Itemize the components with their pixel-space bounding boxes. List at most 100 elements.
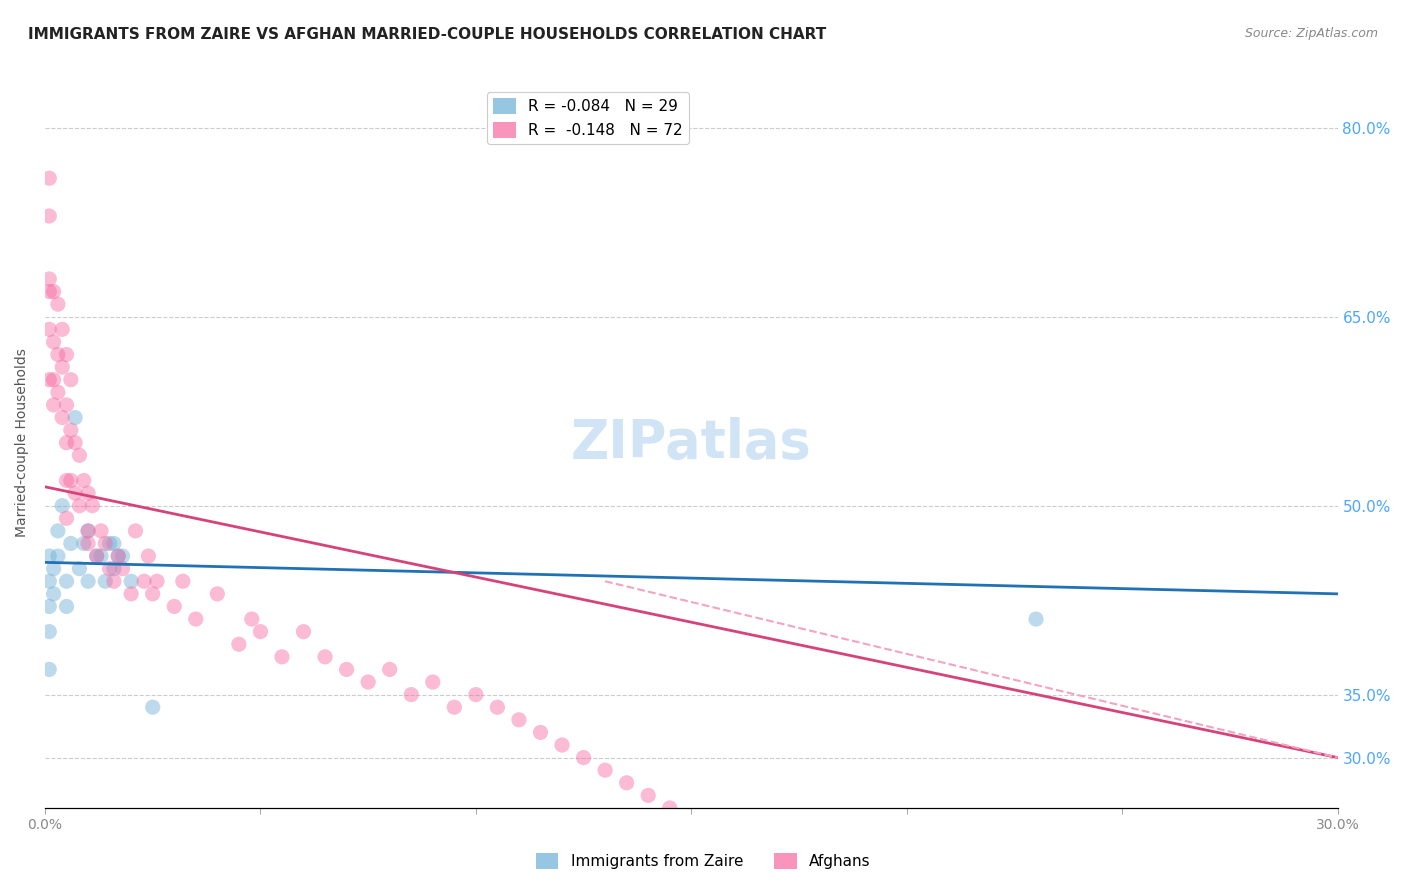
Text: ZIPatlas: ZIPatlas: [571, 417, 811, 468]
Point: [51, 360, 73, 375]
Point: [42, 334, 65, 349]
Point: [464, 688, 486, 702]
Point: [107, 549, 129, 563]
Point: [42, 398, 65, 412]
Point: [42, 285, 65, 299]
Point: [55, 574, 77, 589]
Point: [124, 524, 146, 538]
Point: [46, 549, 69, 563]
Point: [94, 536, 117, 550]
Point: [593, 763, 616, 777]
Point: [142, 700, 165, 714]
Point: [616, 776, 638, 790]
Point: [59, 423, 82, 437]
Point: [172, 574, 194, 589]
Point: [46, 385, 69, 400]
Point: [46, 297, 69, 311]
Point: [98, 536, 121, 550]
Point: [69, 448, 91, 462]
Point: [551, 738, 574, 752]
Point: [38, 549, 60, 563]
Point: [107, 549, 129, 563]
Point: [55, 398, 77, 412]
Point: [82, 499, 104, 513]
Point: [120, 587, 142, 601]
Y-axis label: Married-couple Households: Married-couple Households: [15, 348, 30, 537]
Point: [55, 435, 77, 450]
Point: [508, 713, 530, 727]
Point: [73, 474, 96, 488]
Legend: R = -0.084   N = 29, R =  -0.148   N = 72: R = -0.084 N = 29, R = -0.148 N = 72: [486, 93, 689, 145]
Point: [55, 599, 77, 614]
Text: Source: ZipAtlas.com: Source: ZipAtlas.com: [1244, 27, 1378, 40]
Point: [228, 637, 250, 651]
Point: [399, 688, 422, 702]
Point: [63, 486, 86, 500]
Point: [1025, 612, 1047, 626]
Point: [42, 373, 65, 387]
Legend: Immigrants from Zaire, Afghans: Immigrants from Zaire, Afghans: [530, 847, 876, 875]
Point: [86, 549, 108, 563]
Point: [63, 435, 86, 450]
Point: [38, 272, 60, 286]
Point: [77, 486, 100, 500]
Point: [42, 587, 65, 601]
Point: [378, 662, 401, 676]
Point: [55, 511, 77, 525]
Point: [59, 373, 82, 387]
Point: [77, 524, 100, 538]
Point: [486, 700, 509, 714]
Point: [572, 750, 595, 764]
Point: [38, 624, 60, 639]
Point: [90, 549, 112, 563]
Point: [59, 536, 82, 550]
Point: [529, 725, 551, 739]
Point: [163, 599, 186, 614]
Point: [336, 662, 359, 676]
Point: [69, 499, 91, 513]
Point: [46, 524, 69, 538]
Point: [46, 347, 69, 361]
Point: [249, 624, 271, 639]
Text: IMMIGRANTS FROM ZAIRE VS AFGHAN MARRIED-COUPLE HOUSEHOLDS CORRELATION CHART: IMMIGRANTS FROM ZAIRE VS AFGHAN MARRIED-…: [28, 27, 827, 42]
Point: [207, 587, 229, 601]
Point: [59, 474, 82, 488]
Point: [38, 285, 60, 299]
Point: [103, 536, 125, 550]
Point: [77, 574, 100, 589]
Point: [357, 675, 380, 690]
Point: [132, 574, 155, 589]
Point: [103, 562, 125, 576]
Point: [146, 574, 169, 589]
Point: [271, 649, 294, 664]
Point: [63, 410, 86, 425]
Point: [443, 700, 465, 714]
Point: [111, 549, 134, 563]
Point: [98, 562, 121, 576]
Point: [51, 322, 73, 336]
Point: [38, 599, 60, 614]
Point: [51, 410, 73, 425]
Point: [77, 536, 100, 550]
Point: [292, 624, 315, 639]
Point: [86, 549, 108, 563]
Point: [658, 801, 681, 815]
Point: [69, 562, 91, 576]
Point: [184, 612, 207, 626]
Point: [240, 612, 263, 626]
Point: [314, 649, 336, 664]
Point: [51, 499, 73, 513]
Point: [38, 322, 60, 336]
Point: [77, 524, 100, 538]
Point: [55, 474, 77, 488]
Point: [142, 587, 165, 601]
Point: [637, 789, 659, 803]
Point: [38, 574, 60, 589]
Point: [94, 574, 117, 589]
Point: [55, 347, 77, 361]
Point: [38, 373, 60, 387]
Point: [38, 209, 60, 223]
Point: [73, 536, 96, 550]
Point: [138, 549, 160, 563]
Point: [42, 562, 65, 576]
